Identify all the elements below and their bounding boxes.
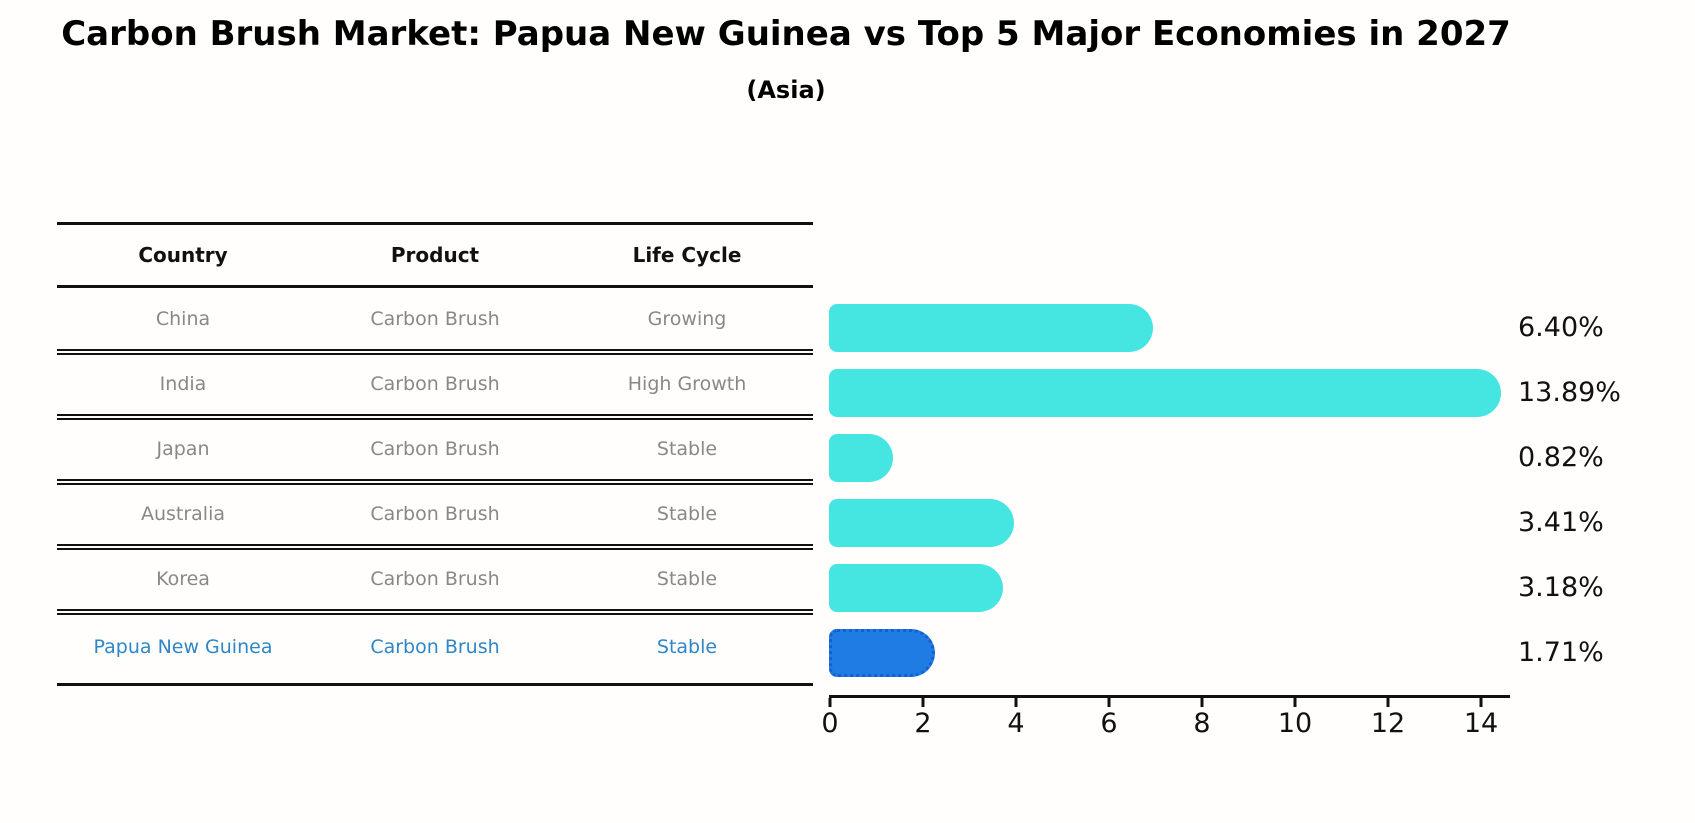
value-label-china: 6.40%	[1518, 312, 1604, 343]
table-row-japan: Japan Carbon Brush Stable	[57, 418, 813, 479]
table-rule	[57, 418, 813, 420]
x-tick-label-12: 12	[1370, 708, 1406, 739]
value-label-korea: 3.18%	[1518, 572, 1604, 603]
table-rule	[57, 483, 813, 485]
table-header-row-country: Country	[138, 242, 228, 267]
table-row-australia-product: Carbon Brush	[370, 502, 500, 525]
x-axis-line	[829, 695, 1510, 698]
x-tick-label-0: 0	[821, 708, 839, 739]
table-row-japan-country: Japan	[156, 437, 210, 460]
value-label-papua-new-guinea: 1.71%	[1518, 637, 1604, 668]
x-tick-mark	[1107, 698, 1111, 707]
table-row-china-country: China	[155, 307, 211, 330]
table-rule	[57, 222, 813, 225]
table-row-papua-new-guinea: Papua New Guinea Carbon Brush Stable	[57, 613, 813, 681]
table-row-china-product: Carbon Brush	[370, 307, 500, 330]
table-row-china-life-cycle: Growing	[647, 307, 727, 330]
table-rule	[57, 683, 813, 686]
value-label-india: 13.89%	[1518, 377, 1621, 408]
bar-australia	[829, 499, 1014, 547]
x-tick-mark	[1014, 698, 1018, 707]
table-rule	[57, 353, 813, 355]
table-row-japan-product: Carbon Brush	[370, 437, 500, 460]
bar-japan	[829, 434, 893, 482]
table-row-papua-new-guinea-life-cycle: Stable	[656, 636, 718, 658]
value-label-australia: 3.41%	[1518, 507, 1604, 538]
table-rule	[57, 548, 813, 550]
table-row-australia: Australia Carbon Brush Stable	[57, 483, 813, 544]
table-header-row-life-cycle: Life Cycle	[632, 242, 742, 267]
x-tick-mark	[1479, 698, 1483, 707]
table-rule	[57, 349, 813, 351]
value-label-japan: 0.82%	[1518, 442, 1604, 473]
table-rule	[57, 544, 813, 546]
table-row-korea-country: Korea	[156, 567, 210, 590]
chart-title: Carbon Brush Market: Papua New Guinea vs…	[61, 14, 1511, 54]
table-row-india-product: Carbon Brush	[370, 372, 500, 395]
x-tick-mark	[921, 698, 925, 707]
table-row-korea-product: Carbon Brush	[370, 567, 500, 590]
table-rule	[57, 285, 813, 288]
table-row-australia-life-cycle: Stable	[656, 502, 718, 525]
table-row-papua-new-guinea-product: Carbon Brush	[370, 636, 500, 658]
table-row-japan-life-cycle: Stable	[656, 437, 718, 460]
table-row-australia-country: Australia	[140, 502, 226, 525]
table-rule	[57, 609, 813, 611]
bar-india	[829, 369, 1501, 417]
x-tick-label-2: 2	[914, 708, 932, 739]
table-row-korea: Korea Carbon Brush Stable	[57, 548, 813, 609]
table-row-korea-life-cycle: Stable	[656, 567, 718, 590]
x-tick-label-6: 6	[1100, 708, 1118, 739]
x-tick-label-10: 10	[1277, 708, 1313, 739]
table-rule	[57, 414, 813, 416]
table-row-china: China Carbon Brush Growing	[57, 288, 813, 349]
chart-subtitle: (Asia)	[746, 76, 826, 104]
x-tick-label-14: 14	[1463, 708, 1499, 739]
table-row-india: India Carbon Brush High Growth	[57, 353, 813, 414]
bar-papua-new-guinea	[829, 629, 935, 677]
table-rule	[57, 479, 813, 481]
table-header-row: Country Product Life Cycle	[57, 224, 813, 285]
x-tick-label-4: 4	[1007, 708, 1025, 739]
table-row-india-country: India	[159, 372, 207, 395]
bar-korea	[829, 564, 1003, 612]
x-tick-mark	[1386, 698, 1390, 707]
table-row-papua-new-guinea-country: Papua New Guinea	[93, 636, 273, 658]
x-tick-label-8: 8	[1193, 708, 1211, 739]
x-tick-mark	[1293, 698, 1297, 707]
x-tick-mark	[1200, 698, 1204, 707]
x-tick-mark	[828, 698, 832, 707]
table-rule	[57, 613, 813, 615]
bar-china	[829, 304, 1153, 352]
table-header-row-product: Product	[390, 242, 480, 267]
table-row-india-life-cycle: High Growth	[627, 372, 747, 395]
